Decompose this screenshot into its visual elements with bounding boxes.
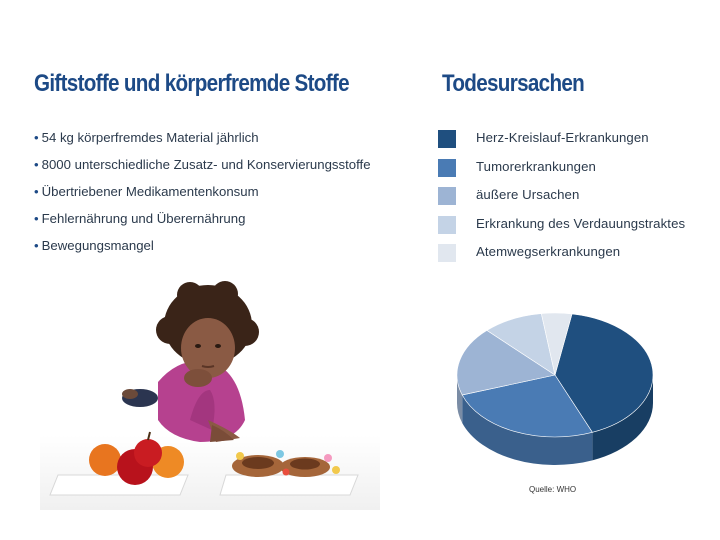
pie-slice-side <box>462 394 593 465</box>
legend-swatch <box>438 130 456 148</box>
pie-slice: Atemwegserkrankungen <box>540 312 573 376</box>
pie-slice: Tumorerkrankungen <box>461 374 593 438</box>
legend-label: Herz-Kreislauf-Erkrankungen <box>476 130 649 145</box>
bullet-item: • 8000 unterschiedliche Zusatz- und Konse… <box>34 157 371 172</box>
bullet-text: Übertriebener Medikamentenkonsum <box>41 184 259 199</box>
bullet-item: • Übertriebener Medikamentenkonsum <box>34 184 259 199</box>
section-title-causes-of-death: Todesursachen <box>442 70 585 97</box>
legend-label: Tumorerkrankungen <box>476 158 596 174</box>
causes-of-death-pie-chart: Herz-Kreislauf-ErkrankungenTumorerkranku… <box>456 312 654 465</box>
bullet-item: • Bewegungsmangel <box>34 238 154 253</box>
legend-swatch <box>438 187 456 206</box>
bullet-text: Fehlernährung und Überernährung <box>41 211 246 226</box>
pie-slice-side <box>457 375 463 423</box>
legend-swatch <box>438 158 456 177</box>
legend-item: Erkrankung des Verdauungstraktes <box>438 214 685 243</box>
bullet-item: • Fehlernährung und Überernährung <box>34 211 246 226</box>
bullet-text: 54 kg körperfremdes Material jährlich <box>41 130 259 145</box>
legend-swatch <box>438 215 456 234</box>
bullet-list: • 54 kg körperfremdes Material jährlich •… <box>34 128 371 263</box>
pie-slice-side <box>592 375 653 461</box>
bullet-item: • 54 kg körperfremdes Material jährlich <box>34 130 259 145</box>
legend-label: Erkrankung des Verdauungstraktes <box>476 215 686 231</box>
legend-item: Tumorerkrankungen <box>438 157 685 186</box>
bullet-text: Bewegungsmangel <box>41 238 154 253</box>
legend-swatch <box>438 244 456 263</box>
legend-item: Atemwegserkrankungen <box>438 242 685 271</box>
legend-item: Herz-Kreislauf-Erkrankungen <box>438 128 685 157</box>
chart-source: Quelle: WHO <box>529 485 577 494</box>
pie-slice: Herz-Kreislauf-Erkrankungen <box>554 313 654 433</box>
child-fruit-sweets-illustration <box>40 281 380 510</box>
legend-label: Atemwegserkrankungen <box>476 244 621 260</box>
section-title-toxins: Giftstoffe und körperfremde Stoffe <box>34 70 350 97</box>
bullet-text: 8000 unterschiedliche Zusatz- und Konser… <box>41 157 371 172</box>
legend-item: äußere Ursachen <box>438 185 685 214</box>
legend-label: äußere Ursachen <box>476 187 580 203</box>
chart-legend: Herz-Kreislauf-Erkrankungen Tumorerkrank… <box>438 128 685 271</box>
pie-slice: äußere Ursachen <box>456 330 556 396</box>
